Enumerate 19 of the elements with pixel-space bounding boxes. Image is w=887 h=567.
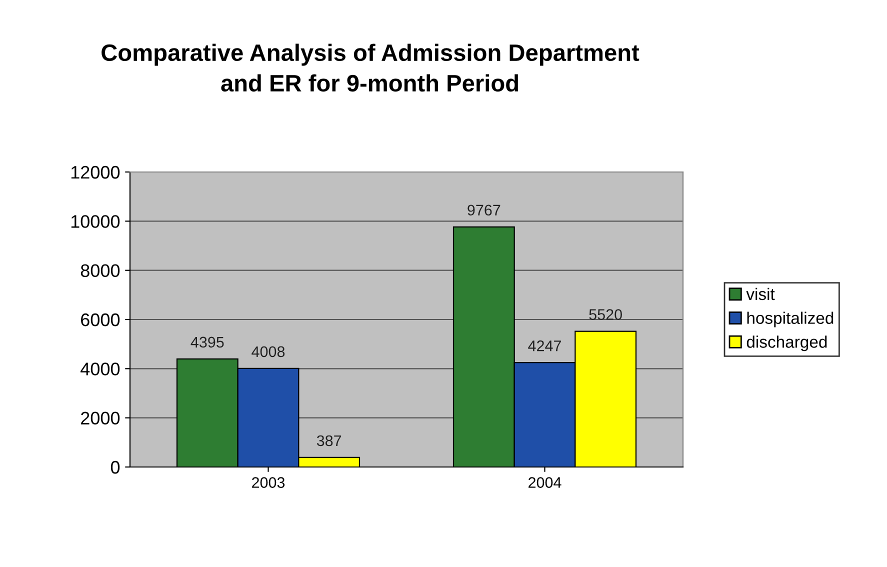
data-label: 4395 (190, 336, 224, 348)
y-tick-label: 12000 (71, 166, 120, 179)
y-tick-label: 8000 (80, 264, 120, 278)
legend-label: discharged (746, 336, 827, 352)
data-label: 387 (316, 435, 342, 446)
data-label: 9767 (468, 204, 500, 216)
y-tick-label: 6000 (81, 313, 120, 326)
y-tick-label: 2000 (81, 412, 120, 425)
x-tick-label: 2004 (528, 477, 562, 488)
legend-label: visit (746, 288, 775, 300)
y-tick-label: 0 (110, 460, 120, 474)
chart-title: Comparative Analysis of Admission Department and ER for 9-month Period (102, 44, 640, 92)
data-label: 5520 (589, 309, 622, 320)
data-label: 4008 (252, 346, 285, 358)
x-tick-label: 2003 (252, 477, 285, 488)
data-label: 4247 (528, 340, 561, 352)
y-tick-label: 10000 (71, 215, 120, 228)
y-tick-label: 4000 (80, 362, 120, 376)
legend-label: hospitalized (747, 312, 834, 328)
